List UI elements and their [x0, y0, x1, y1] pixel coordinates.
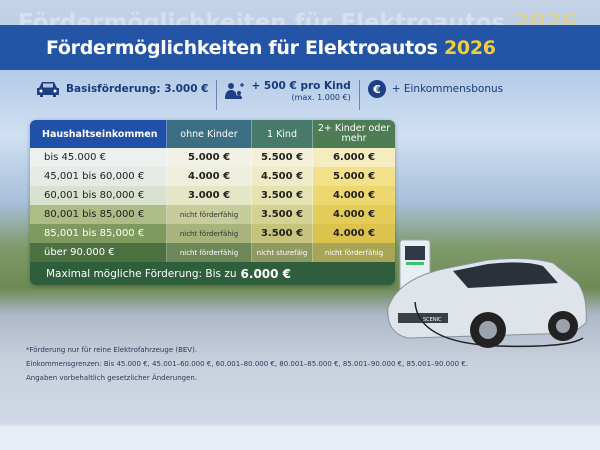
subsidy-cell: 6.000 € — [313, 148, 395, 167]
euro-coin-icon: € — [367, 80, 386, 98]
car-image: SCENIC — [387, 239, 587, 348]
table-row: 85,001 bis 85,000 € nicht förderfähig 3.50… — [30, 224, 395, 243]
table-row: 60,001 bis 80,000 €3.000 €3.500 €4.000 € — [30, 186, 395, 205]
table-header: Haushaltseinkommen ohne Kinder 1 Kind 2+… — [30, 120, 395, 148]
subsidy-cell: nicht förderfähig — [313, 243, 395, 262]
divider — [358, 80, 360, 110]
subsidy-cell: 5.000 € — [313, 167, 395, 186]
header-two-plus: 2+ Kinder oder mehr — [313, 120, 395, 148]
income-bracket: 80,001 bis 85,000 € — [30, 205, 167, 224]
subsidy-cell: 5.500 € — [252, 148, 313, 167]
header-income: Haushaltseinkommen — [30, 120, 167, 148]
max-label: Maximal mögliche Förderung: Bis zu — [46, 267, 237, 280]
subsidy-cell: 3.000 € — [167, 186, 252, 205]
table-row: bis 45.000 €5.000 €5.500 €6.000 € — [30, 148, 395, 167]
subsidy-cell: 4.000 € — [313, 186, 395, 205]
subsidy-cell: 4.000 € — [313, 205, 395, 224]
subsidy-cell: nicht förderfähig — [167, 205, 252, 224]
subsidy-cell: 3.500 € — [252, 186, 313, 205]
subsidy-cell: 4.500 € — [252, 167, 313, 186]
table-row: 80,001 bis 85,000 € nicht förderfähig 3.50… — [30, 205, 395, 224]
income-bonus: + Einkommensbonus — [391, 83, 504, 95]
note-income-limits: Einkommensgrenzen: Bis 45.000 €, 45.001–… — [26, 360, 468, 368]
subsidy-cell: 5.000 € — [167, 148, 252, 167]
income-bracket: über 90.000 € — [30, 243, 167, 262]
family-plus-icon — [225, 83, 245, 99]
car-plate: SCENIC — [423, 317, 442, 323]
table-row: über 90.000 € nicht förderfähig nicht stur… — [30, 243, 395, 262]
subsidy-cell: 4.000 € — [167, 167, 252, 186]
subsidy-cell: nicht förderfähig — [167, 224, 252, 243]
subsidy-cell: 4.000 € — [313, 224, 395, 243]
car-icon — [37, 82, 59, 97]
child-bonus-max: (max. 1.000 €) — [291, 93, 351, 102]
max-value: 6.000 € — [240, 266, 292, 281]
note-disclaimer: Angaben vorbehaltlich gesetzlicher Änder… — [26, 374, 198, 382]
base-subsidy: Basisförderung: 3.000 € — [66, 83, 209, 95]
table-row: 45,001 bis 60,000 €4.000 €4.500 €5.000 € — [30, 167, 395, 186]
subsidy-table: Haushaltseinkommen ohne Kinder 1 Kind 2+… — [30, 120, 395, 285]
header-no-children: ohne Kinder — [167, 120, 252, 148]
note-bev: *Förderung nur für reine Elektrofahrzeug… — [26, 346, 198, 354]
subsidy-cell: nicht förderfähig — [167, 243, 252, 262]
svg-text:€: € — [372, 83, 381, 96]
income-bracket: bis 45.000 € — [30, 148, 167, 167]
divider — [216, 80, 218, 110]
table-footer: Maximal mögliche Förderung: Bis zu 6.000 … — [30, 262, 395, 285]
child-bonus: + 500 € pro Kind — [251, 80, 351, 92]
subsidy-cell: 3.500 € — [252, 205, 313, 224]
title-banner: Fördermöglichkeiten für Elektroautos 202… — [0, 25, 600, 70]
header-one-child: 1 Kind — [252, 120, 313, 148]
subsidy-cell: 3.500 € — [252, 224, 313, 243]
income-bracket: 60,001 bis 80,000 € — [30, 186, 167, 205]
income-bracket: 45,001 bis 60,000 € — [30, 167, 167, 186]
info-row: Basisförderung: 3.000 € + 500 € pro Kind… — [36, 80, 511, 110]
subsidy-cell: nicht sturefäig — [252, 243, 313, 262]
page-title: Fördermöglichkeiten für Elektroautos 202… — [46, 36, 496, 59]
footnotes: *Förderung nur für reine Elektrofahrzeug… — [26, 343, 468, 385]
income-bracket: 85,001 bis 85,000 € — [30, 224, 167, 243]
